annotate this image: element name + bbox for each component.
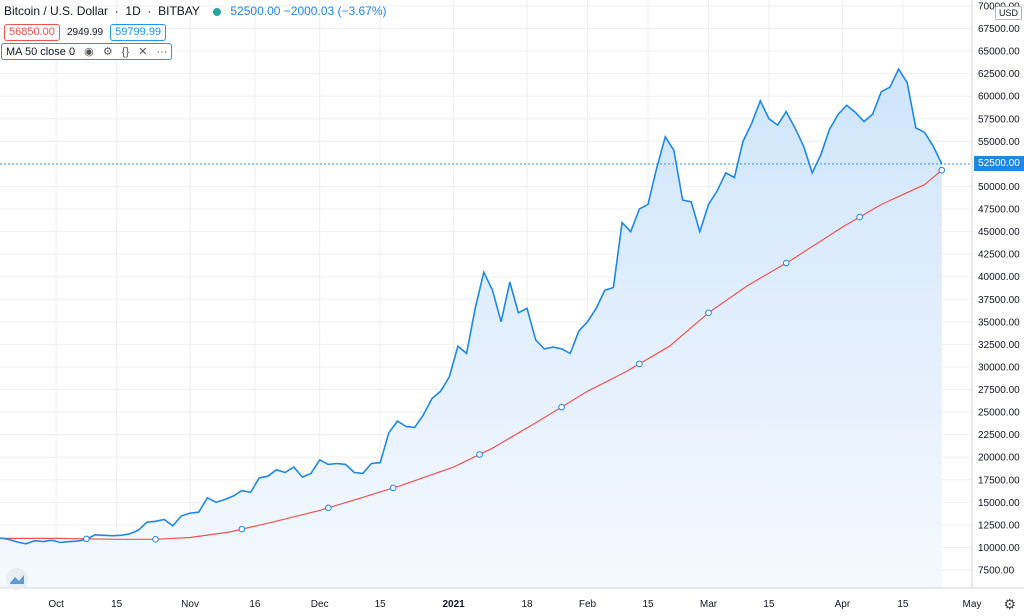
market-status-icon: [213, 7, 222, 16]
x-tick-label: Feb: [579, 599, 597, 610]
y-tick-label: 47500.00: [978, 205, 1020, 216]
ma-marker: [238, 525, 246, 533]
sell-button[interactable]: 56850.00: [4, 24, 60, 41]
y-tick-label: 37500.00: [978, 295, 1020, 306]
currency-badge[interactable]: USD: [994, 6, 1022, 20]
y-tick-label: 15000.00: [978, 498, 1020, 509]
y-tick-label: 55000.00: [978, 137, 1020, 148]
y-tick-label: 60000.00: [978, 92, 1020, 103]
braces-icon[interactable]: {}: [121, 46, 130, 58]
last-price: 52500.00: [230, 4, 281, 18]
y-tick-label: 50000.00: [978, 182, 1020, 193]
x-tick-label: Nov: [181, 599, 199, 610]
y-tick-label: 32500.00: [978, 340, 1020, 351]
y-tick-label: 42500.00: [978, 250, 1020, 261]
x-tick-label: 16: [249, 599, 261, 610]
x-tick-label: 18: [521, 599, 533, 610]
tradingview-logo-icon[interactable]: [6, 568, 28, 590]
symbol-header: Bitcoin / U.S. Dollar · 1D · BITBAY 5250…: [4, 4, 387, 18]
ma-marker: [636, 360, 643, 368]
y-tick-label: 22500.00: [978, 430, 1020, 441]
indicator-label: MA 50 close 0: [6, 46, 76, 58]
y-tick-label: 67500.00: [978, 24, 1020, 35]
settings-gear-icon[interactable]: ⚙: [1003, 596, 1016, 612]
x-tick-label: Mar: [700, 599, 718, 610]
current-price-tag: 52500.00: [974, 155, 1024, 171]
x-tick-label: Oct: [48, 599, 64, 610]
y-tick-label: 25000.00: [978, 408, 1020, 419]
y-tick-label: 45000.00: [978, 227, 1020, 238]
ma-marker: [938, 166, 946, 174]
y-tick-label: 7500.00: [978, 566, 1015, 577]
y-tick-label: 35000.00: [978, 317, 1020, 328]
ma-marker: [705, 309, 712, 317]
ma-marker: [389, 484, 397, 492]
x-tick-label: May: [963, 599, 982, 610]
y-tick-label: 65000.00: [978, 47, 1020, 58]
y-tick-label: 27500.00: [978, 385, 1020, 396]
more-icon[interactable]: ···: [156, 46, 168, 58]
ma-line[interactable]: [0, 169, 943, 540]
ma-marker: [558, 403, 565, 411]
price-change: −2000.03 (−3.67%): [283, 4, 387, 18]
price-axis[interactable]: 7500.00 10000.00 12500.00 15000.00 17500.00 2…: [978, 2, 1020, 577]
symbol-name[interactable]: Bitcoin / U.S. Dollar: [4, 4, 109, 18]
x-tick-label: 15: [763, 599, 775, 610]
y-tick-label: 20000.00: [978, 453, 1020, 464]
indicator-legend[interactable]: MA 50 close 0 ◉ ⚙ {} ✕ ···: [1, 43, 173, 60]
y-tick-label: 17500.00: [978, 475, 1020, 486]
ma-marker: [152, 536, 159, 543]
ma-marker: [476, 451, 483, 458]
ma-marker: [325, 504, 332, 512]
x-tick-label: 15: [111, 599, 123, 610]
x-tick-label: 2021: [442, 599, 465, 610]
y-tick-label: 62500.00: [978, 69, 1020, 80]
price-line[interactable]: [0, 67, 943, 545]
y-tick-label: 30000.00: [978, 362, 1020, 373]
y-tick-label: 10000.00: [978, 543, 1020, 554]
y-tick-label: 40000.00: [978, 272, 1020, 283]
quote-row: 56850.00 2949.99 59799.99: [4, 24, 167, 41]
buy-button[interactable]: 59799.99: [110, 24, 167, 41]
x-tick-label: 15: [642, 599, 654, 610]
ma-marker: [83, 535, 90, 543]
x-tick-label: 15: [375, 599, 387, 610]
y-tick-label: 57500.00: [978, 114, 1020, 125]
interval-label[interactable]: 1D: [125, 4, 141, 18]
x-tick-label: Apr: [835, 599, 851, 610]
exchange-label: BITBAY: [158, 4, 200, 18]
ma-marker: [782, 259, 790, 267]
ma-markers: [83, 166, 946, 543]
close-icon[interactable]: ✕: [138, 46, 148, 58]
x-tick-label: 15: [897, 599, 909, 610]
y-tick-label: 12500.00: [978, 520, 1020, 531]
time-axis[interactable]: Oct 15 Nov 16 Dec 15 2021 18 Feb 15 Mar 15 Apr 15 May: [48, 599, 981, 610]
gear-icon[interactable]: ⚙: [102, 46, 113, 58]
price-area-fill: [0, 69, 942, 588]
spread-value: 2949.99: [66, 27, 104, 38]
x-tick-label: Dec: [311, 599, 329, 610]
ma-marker: [856, 213, 863, 221]
eye-icon[interactable]: ◉: [84, 46, 94, 58]
